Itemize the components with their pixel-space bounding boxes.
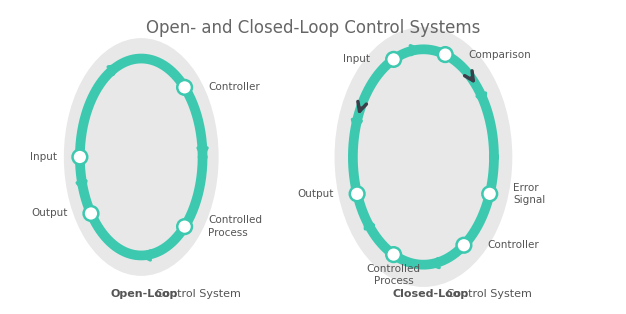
Text: Open-Loop: Open-Loop xyxy=(111,289,178,299)
Text: Controller: Controller xyxy=(487,240,539,250)
Ellipse shape xyxy=(177,80,192,95)
Text: Comparison: Comparison xyxy=(468,50,531,60)
Ellipse shape xyxy=(84,206,98,221)
Text: Control System: Control System xyxy=(152,289,241,299)
Ellipse shape xyxy=(73,150,87,164)
Text: Control System: Control System xyxy=(443,289,532,299)
Ellipse shape xyxy=(336,28,511,286)
Ellipse shape xyxy=(177,219,192,234)
Text: Controlled
Process: Controlled Process xyxy=(367,264,421,286)
Text: Error
Signal: Error Signal xyxy=(513,183,545,205)
Text: Output: Output xyxy=(297,189,334,199)
Text: Controller: Controller xyxy=(208,82,260,92)
Text: Input: Input xyxy=(29,152,56,162)
Ellipse shape xyxy=(386,247,401,262)
Ellipse shape xyxy=(350,187,364,201)
Ellipse shape xyxy=(64,39,218,275)
Ellipse shape xyxy=(438,47,453,62)
Text: Closed-Loop: Closed-Loop xyxy=(393,289,469,299)
Ellipse shape xyxy=(456,238,471,252)
Text: Open- and Closed-Loop Control Systems: Open- and Closed-Loop Control Systems xyxy=(146,19,480,36)
Text: Input: Input xyxy=(343,54,371,64)
Text: Output: Output xyxy=(31,208,68,219)
Ellipse shape xyxy=(386,52,401,67)
Text: Controlled
Process: Controlled Process xyxy=(208,215,262,238)
Ellipse shape xyxy=(483,187,497,201)
